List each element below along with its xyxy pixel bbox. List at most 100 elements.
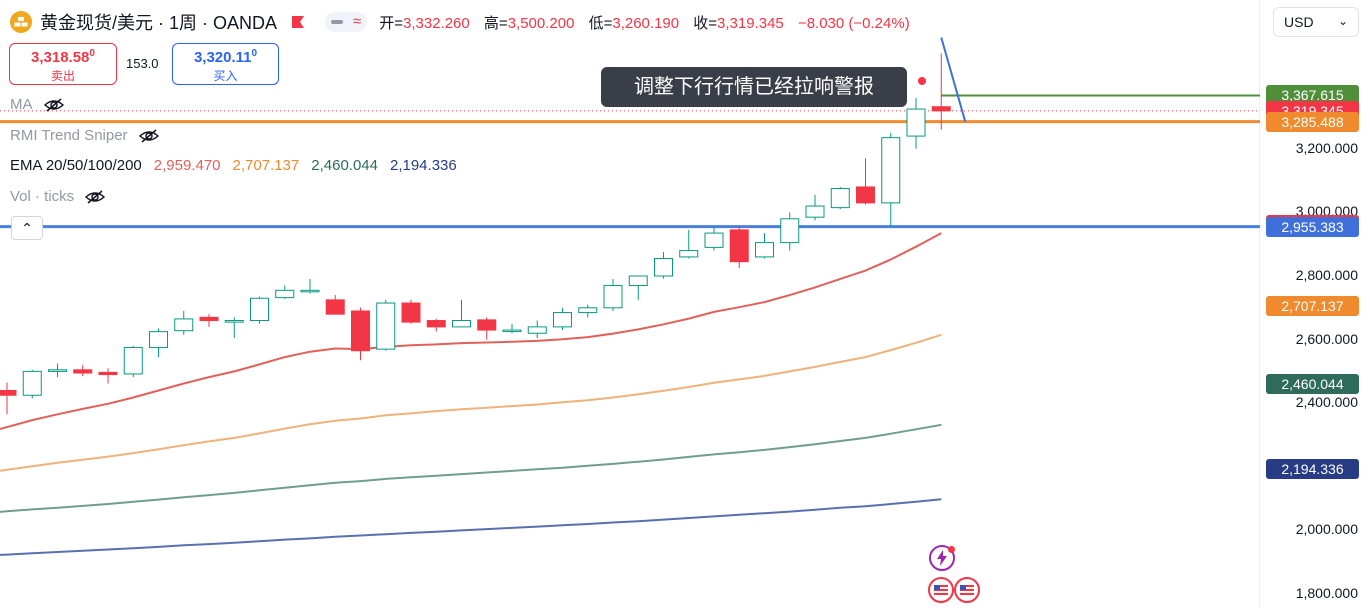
price-label: 2,460.044 — [1266, 374, 1359, 395]
currency-label: USD — [1284, 14, 1314, 30]
candle-body — [250, 297, 269, 322]
candle-body — [199, 316, 219, 322]
candle-body — [830, 188, 850, 209]
ohlc-readout: 开=3,332.260 高=3,500.200 低=3,260.190 收=3,… — [379, 12, 919, 33]
indicator-ma[interactable]: MA — [10, 96, 65, 113]
chevron-up-icon: ⌃ — [21, 220, 33, 236]
price-label: 3,367.615 — [1266, 85, 1359, 106]
close-value: 3,319.345 — [717, 14, 784, 32]
low-value: 3,260.190 — [612, 14, 680, 32]
wave-icon: ≈ — [353, 13, 362, 30]
ema200-value: 2,194.336 — [389, 157, 457, 174]
candle-body — [73, 369, 93, 374]
indicator-rmi-label: RMI Trend Sniper — [10, 127, 128, 144]
candle-body — [553, 312, 572, 328]
alert-dot — [918, 77, 926, 85]
candle-body — [477, 319, 497, 331]
candle-body — [149, 331, 168, 349]
candle-body — [48, 369, 67, 372]
price-chart-canvas[interactable] — [0, 0, 1260, 609]
sell-label: 卖出 — [50, 69, 75, 83]
candle-body — [376, 302, 396, 350]
candle-body — [679, 250, 699, 258]
chevron-down-icon: ⌄ — [1337, 14, 1348, 28]
us-flag-event-icon[interactable] — [954, 577, 980, 603]
candle-body — [704, 232, 724, 248]
ema100-line — [0, 423, 942, 513]
ema100-value: 2,460.044 — [311, 157, 378, 174]
candle-body — [224, 320, 244, 323]
candle-body — [578, 307, 598, 314]
price-label: 2,194.336 — [1266, 458, 1359, 479]
candle-body — [654, 258, 673, 277]
candle-body — [603, 285, 623, 309]
symbol-title[interactable]: 黄金现货/美元 · 1周 · OANDA — [40, 13, 278, 33]
candle-body — [325, 299, 345, 315]
indicator-ema[interactable]: EMA 20/50/100/200 2,959.470 2,707.137 2,… — [10, 157, 457, 174]
candle-body — [755, 242, 774, 258]
price-label: 3,285.488 — [1266, 111, 1359, 132]
candle-body — [123, 347, 143, 375]
open-key: 开= — [379, 14, 404, 32]
indicator-rmi[interactable]: RMI Trend Sniper — [10, 127, 160, 144]
candle-body — [780, 218, 800, 244]
eye-off-icon[interactable] — [43, 97, 65, 113]
candle-body — [452, 320, 471, 328]
minus-icon — [331, 20, 344, 24]
indicator-vol-label: Vol · ticks — [10, 188, 75, 205]
candle-body — [502, 329, 522, 333]
axis-tick-label: 2,800.000 — [1295, 267, 1358, 283]
sell-button[interactable]: 3,318.580 卖出 — [9, 43, 117, 85]
candle-body — [401, 302, 421, 323]
price-label: 2,707.137 — [1266, 295, 1359, 316]
collapse-legend-button[interactable]: ⌃ — [11, 216, 43, 240]
close-key: 收= — [693, 14, 718, 32]
open-value: 3,332.260 — [403, 14, 470, 32]
spread-value: 153.0 — [126, 56, 159, 71]
axis-tick-label: 1,800.000 — [1295, 585, 1358, 601]
candle-body — [628, 275, 648, 287]
buy-price: 3,320.110 — [193, 48, 258, 66]
eye-off-icon[interactable] — [138, 128, 160, 144]
candle-body — [98, 371, 118, 376]
flag-icon[interactable] — [291, 15, 305, 29]
sell-price: 3,318.580 — [31, 48, 95, 66]
axis-tick-label: 2,000.000 — [1295, 521, 1358, 538]
candle-body — [906, 108, 926, 137]
candle-body — [174, 318, 194, 332]
indicator-ma-label: MA — [10, 96, 33, 113]
gold-bars-icon[interactable] — [10, 11, 32, 33]
high-key: 高= — [483, 14, 508, 32]
buy-button[interactable]: 3,320.110 买入 — [172, 43, 279, 85]
trend-line — [940, 37, 967, 122]
ema50-value: 2,707.137 — [232, 157, 300, 174]
candle-body — [300, 289, 320, 293]
candle-body — [0, 389, 17, 396]
eye-off-icon[interactable] — [84, 189, 106, 205]
ema20-value: 2,959.470 — [153, 157, 221, 174]
us-flag-event-icon[interactable] — [928, 577, 954, 603]
buy-label: 买入 — [213, 69, 238, 83]
candle-body — [275, 289, 295, 299]
alert-tooltip: 调整下行行情已经拉响警报 — [601, 67, 907, 107]
axis-tick-label: 3,200.000 — [1295, 139, 1358, 156]
candle-body — [856, 186, 875, 204]
candle-body — [351, 310, 370, 352]
ema20-line — [0, 232, 942, 431]
candle-body — [931, 106, 951, 112]
low-key: 低= — [588, 14, 613, 32]
candle-body — [527, 326, 547, 334]
compare-toggle[interactable]: ≈ — [325, 12, 368, 32]
candle-body — [426, 320, 446, 328]
axis-tick-label: 2,600.000 — [1295, 330, 1358, 347]
high-value: 3,500.200 — [507, 14, 575, 32]
candle-body — [881, 137, 901, 204]
price-label: 2,955.383 — [1266, 216, 1359, 237]
currency-select[interactable]: USD ⌄ — [1273, 7, 1359, 37]
change-value: −8.030 (−0.24%) — [797, 14, 910, 32]
candle-body — [805, 205, 825, 218]
indicator-ema-label: EMA 20/50/100/200 — [10, 157, 142, 174]
ema200-line — [0, 498, 942, 556]
indicator-vol[interactable]: Vol · ticks — [10, 188, 106, 205]
chart-header: 黄金现货/美元 · 1周 · OANDA ≈ 开=3,332.260 高=3,5… — [10, 10, 920, 34]
